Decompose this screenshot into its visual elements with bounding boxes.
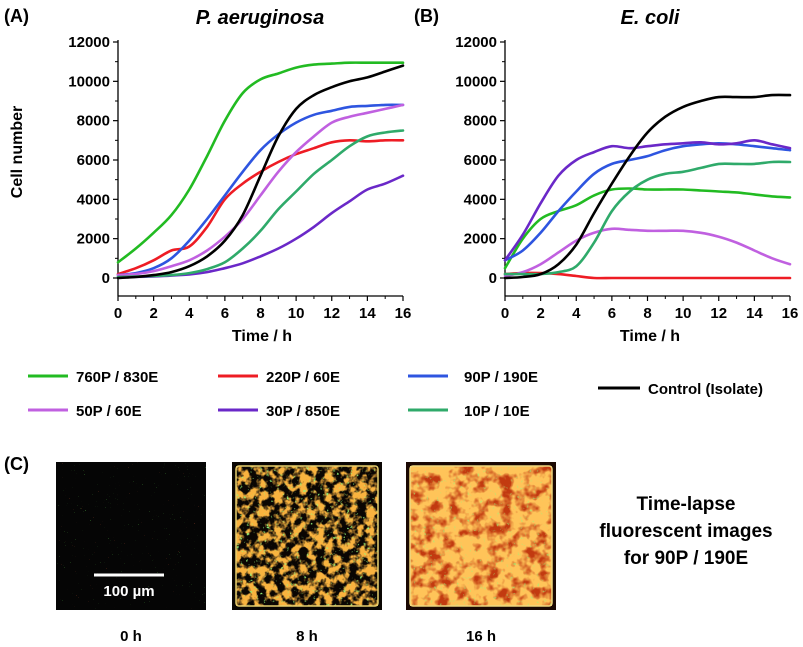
micrograph-8h <box>232 462 382 610</box>
x-tick-label: 12 <box>710 305 727 322</box>
y-tick-label: 2000 <box>77 231 110 248</box>
legend-label: Control (Isolate) <box>648 381 763 398</box>
y-tick-label: 10000 <box>68 73 110 90</box>
micrograph-16h <box>406 462 556 610</box>
series-line <box>503 227 792 278</box>
y-tick-label: 0 <box>489 270 497 287</box>
legend-item: 50P / 60E <box>28 403 142 420</box>
x-tick-label: 8 <box>256 305 264 322</box>
series-line <box>503 142 792 262</box>
series-line <box>503 160 792 276</box>
chart-p-aeruginosa: P. aeruginosa Cell number Time / h 0 2000… <box>9 7 411 345</box>
x-tick-label: 14 <box>746 305 763 322</box>
chart-e-coli: E. coli Time / h 0 2000 4000 6000 8000 10000 1… <box>455 7 798 345</box>
series-line <box>116 129 405 279</box>
x-axis-label: Time / h <box>232 328 292 345</box>
legend-item: 30P / 850E <box>218 403 340 420</box>
x-tick-label: 12 <box>323 305 340 322</box>
image-description-line: Time-lapse <box>637 494 736 515</box>
chart-title: P. aeruginosa <box>196 7 325 29</box>
x-tick-label: 4 <box>572 305 581 322</box>
legend: 760P / 830E 220P / 60E 90P / 190E 50P / … <box>28 369 763 420</box>
y-tick-label: 0 <box>102 270 110 287</box>
x-tick-label: 16 <box>782 305 799 322</box>
legend-label: 50P / 60E <box>76 403 142 420</box>
chart-title: E. coli <box>621 7 680 29</box>
y-tick-label: 6000 <box>77 152 110 169</box>
x-tick-label: 2 <box>149 305 157 322</box>
legend-label: 220P / 60E <box>266 369 340 386</box>
legend-label: 30P / 850E <box>266 403 340 420</box>
panel-label-b: (B) <box>414 6 439 26</box>
x-tick-label: 16 <box>395 305 412 322</box>
y-axis-label: Cell number <box>9 106 26 198</box>
y-tick-label: 12000 <box>455 34 497 51</box>
series-line <box>116 61 405 264</box>
y-tick-label: 6000 <box>464 152 497 169</box>
image-caption: 8 h <box>296 628 318 645</box>
series-line <box>116 103 405 277</box>
x-tick-label: 2 <box>536 305 544 322</box>
x-tick-label: 4 <box>185 305 194 322</box>
y-tick-label: 2000 <box>464 231 497 248</box>
legend-label: 760P / 830E <box>76 369 158 386</box>
series-line <box>503 93 792 280</box>
y-tick-label: 4000 <box>77 191 110 208</box>
x-axis-label: Time / h <box>620 328 680 345</box>
x-tick-label: 10 <box>288 305 305 322</box>
series-line <box>116 138 405 276</box>
image-description-line: for 90P / 190E <box>624 548 748 569</box>
legend-item: 760P / 830E <box>28 369 158 386</box>
x-tick-label: 14 <box>359 305 376 322</box>
x-tick-label: 0 <box>501 305 509 322</box>
series-line <box>503 138 792 262</box>
series-line <box>116 64 405 280</box>
x-tick-label: 6 <box>221 305 229 322</box>
x-tick-label: 10 <box>675 305 692 322</box>
x-tick-label: 8 <box>643 305 651 322</box>
legend-label: 10P / 10E <box>464 403 530 420</box>
series-line <box>116 103 405 277</box>
x-tick-label: 0 <box>114 305 122 322</box>
panel-label-c: (C) <box>4 454 29 474</box>
image-description-line: fluorescent images <box>599 521 772 542</box>
image-caption: 16 h <box>466 628 496 645</box>
legend-label: 90P / 190E <box>464 369 538 386</box>
x-tick-label: 6 <box>608 305 616 322</box>
series-line <box>503 187 792 270</box>
scale-bar-label: 100 µm <box>103 583 154 600</box>
y-tick-label: 8000 <box>77 113 110 130</box>
y-tick-label: 4000 <box>464 191 497 208</box>
legend-item: 90P / 190E <box>408 369 538 386</box>
legend-item: 220P / 60E <box>218 369 340 386</box>
image-caption: 0 h <box>120 628 142 645</box>
legend-item: Control (Isolate) <box>598 381 763 398</box>
micrograph-0h: 100 µm <box>56 462 206 610</box>
y-tick-label: 12000 <box>68 34 110 51</box>
y-tick-label: 10000 <box>455 73 497 90</box>
legend-item: 10P / 10E <box>408 403 530 420</box>
panel-label-a: (A) <box>4 6 29 26</box>
y-tick-label: 8000 <box>464 113 497 130</box>
